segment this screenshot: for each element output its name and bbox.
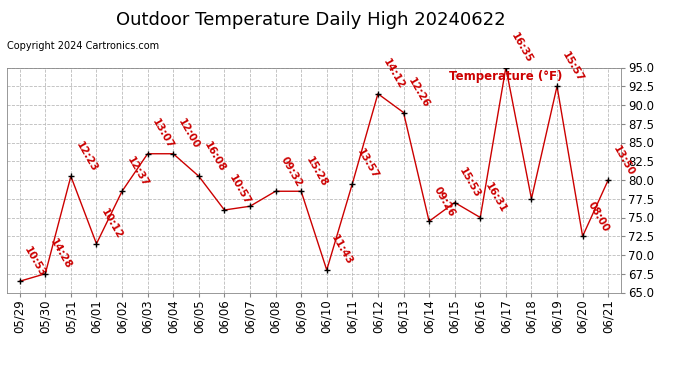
Text: 15:57: 15:57	[560, 50, 585, 84]
Text: 12:37: 12:37	[125, 154, 150, 189]
Text: 16:35: 16:35	[509, 31, 534, 65]
Text: 12:00: 12:00	[176, 117, 201, 151]
Text: 08:00: 08:00	[585, 200, 611, 234]
Text: 11:43: 11:43	[330, 233, 355, 267]
Text: 16:31: 16:31	[483, 181, 509, 215]
Text: 09:26: 09:26	[432, 185, 457, 219]
Text: 10:53: 10:53	[23, 245, 48, 279]
Text: Copyright 2024 Cartronics.com: Copyright 2024 Cartronics.com	[7, 41, 159, 51]
Text: 10:12: 10:12	[99, 207, 124, 241]
Text: 13:57: 13:57	[355, 147, 380, 181]
Text: 14:12: 14:12	[381, 57, 406, 91]
Text: 09:32: 09:32	[278, 155, 304, 189]
Text: 14:28: 14:28	[48, 237, 73, 271]
Text: Outdoor Temperature Daily High 20240622: Outdoor Temperature Daily High 20240622	[116, 11, 505, 29]
Text: 12:26: 12:26	[406, 76, 431, 110]
Text: 15:28: 15:28	[304, 155, 329, 189]
Text: 12:23: 12:23	[74, 140, 99, 174]
Text: 13:50: 13:50	[611, 144, 636, 177]
Text: 16:08: 16:08	[201, 140, 227, 174]
Text: Temperature (°F): Temperature (°F)	[449, 70, 562, 83]
Text: 15:53: 15:53	[457, 166, 483, 200]
Text: 10:57: 10:57	[227, 173, 253, 207]
Text: 13:07: 13:07	[150, 117, 176, 151]
